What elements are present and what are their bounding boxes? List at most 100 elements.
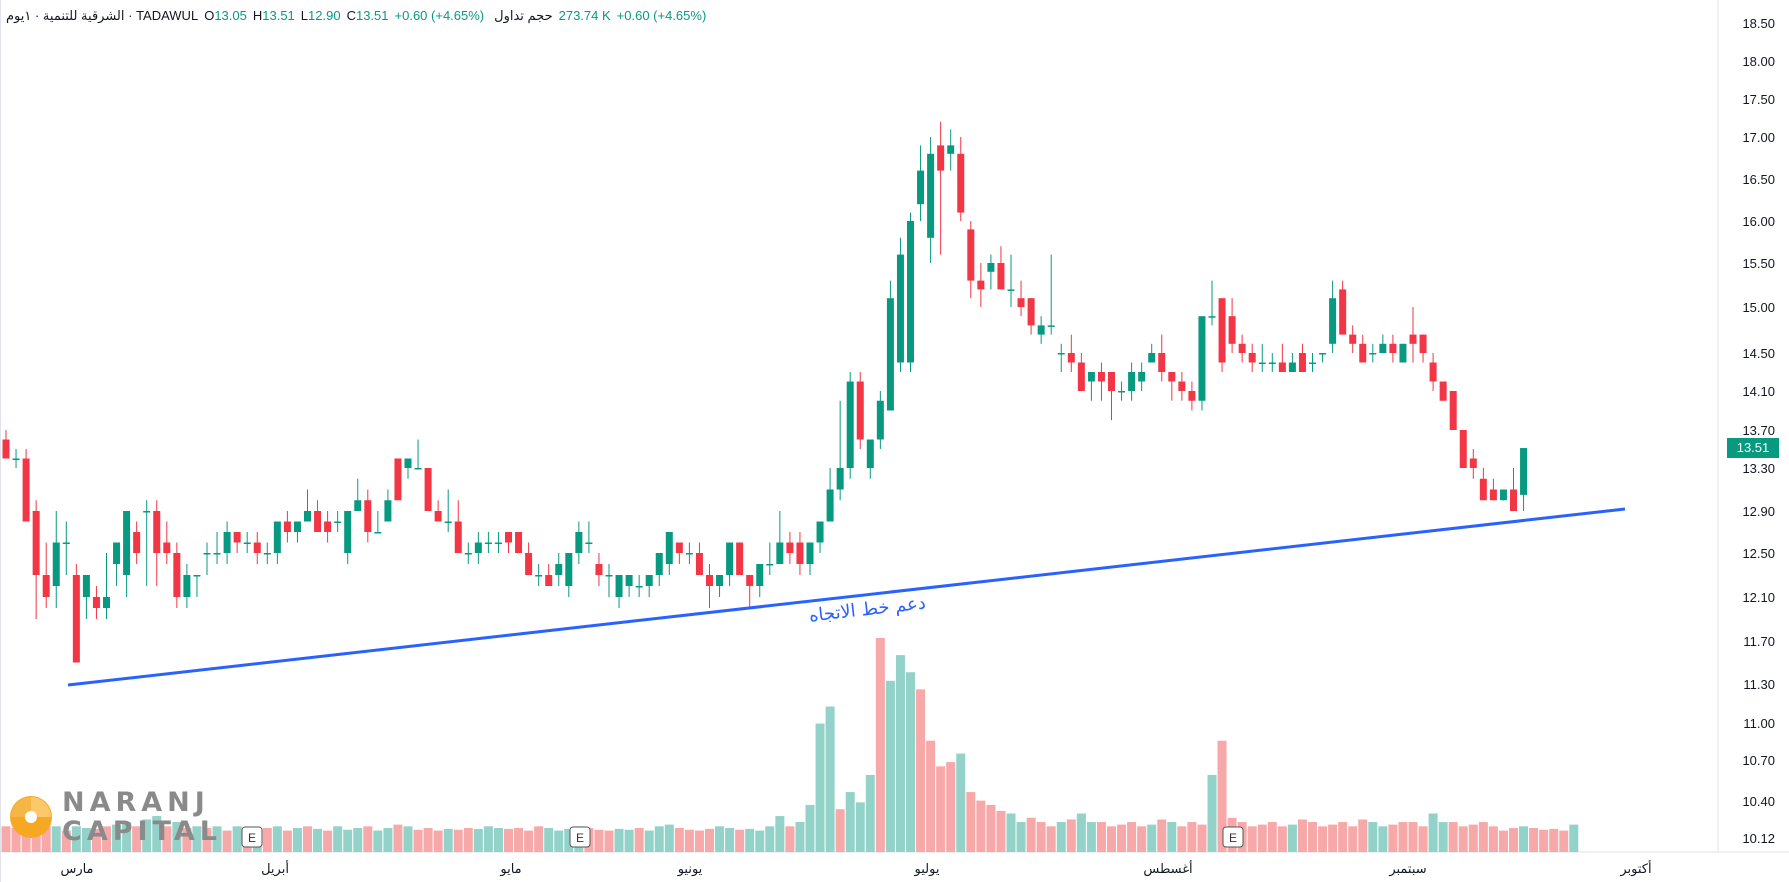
candle-body bbox=[1409, 334, 1417, 344]
candle-body bbox=[113, 542, 121, 564]
volume-bar bbox=[1388, 824, 1398, 852]
candle-body bbox=[1288, 362, 1296, 372]
candle-body bbox=[434, 511, 442, 522]
volume-bar bbox=[755, 830, 765, 852]
volume-bar bbox=[343, 829, 353, 852]
volume-bar bbox=[493, 828, 503, 852]
volume-bar bbox=[865, 774, 875, 852]
time-tick-label: سبتمبر bbox=[1388, 862, 1426, 877]
candle-body bbox=[1248, 353, 1256, 363]
candle-body bbox=[424, 468, 432, 511]
volume-bar bbox=[684, 829, 694, 852]
volume-bar bbox=[1267, 822, 1277, 852]
earnings-event-marker[interactable] bbox=[569, 826, 591, 848]
volume-bar bbox=[795, 822, 805, 852]
price-tick-label: 10.40 bbox=[1742, 794, 1775, 809]
volume-bar bbox=[1217, 740, 1227, 852]
volume-bar bbox=[463, 828, 473, 852]
volume-bar bbox=[1308, 822, 1317, 852]
candle-body bbox=[324, 521, 332, 532]
trendline[interactable] bbox=[67, 507, 1626, 687]
candle-body bbox=[685, 553, 693, 555]
candle-body bbox=[1198, 316, 1206, 401]
earnings-event-marker[interactable] bbox=[241, 826, 263, 848]
volume-bar bbox=[1408, 822, 1418, 852]
volume-bar bbox=[1247, 826, 1257, 852]
volume-bar bbox=[71, 826, 81, 852]
volume-bar bbox=[152, 816, 162, 852]
volume-bar bbox=[715, 826, 725, 852]
price-tick-label: 15.00 bbox=[1742, 300, 1775, 315]
earnings-event-label: E bbox=[576, 831, 584, 845]
volume-bar bbox=[825, 706, 835, 852]
candle-body bbox=[1359, 343, 1367, 363]
ohlc-high: H13.51 bbox=[252, 8, 295, 23]
price-axis[interactable]: 18.50 18.00 17.50 17.00 16.50 16.00 15.50 15.00… bbox=[1742, 16, 1775, 846]
volume-bar bbox=[433, 830, 443, 852]
price-tick-label: 12.90 bbox=[1742, 504, 1775, 519]
volume-bar bbox=[916, 689, 926, 852]
price-tick-label: 13.70 bbox=[1742, 423, 1775, 438]
volume-bar bbox=[1559, 830, 1569, 852]
volume-bar bbox=[1257, 824, 1267, 852]
price-tick-label: 17.00 bbox=[1742, 130, 1775, 145]
time-axis[interactable]: مارس أبريل مايو يونيو يوليو أغسطس سبتمبر أكتوبر bbox=[60, 860, 1651, 877]
volume-bar bbox=[634, 828, 644, 852]
volume-bar bbox=[1478, 822, 1488, 852]
candle-body bbox=[1278, 362, 1286, 372]
candle-body bbox=[1007, 289, 1015, 291]
candle-body bbox=[575, 532, 583, 553]
candle-body bbox=[153, 511, 161, 553]
volume-bar bbox=[976, 800, 986, 852]
volume-bar bbox=[1076, 813, 1086, 852]
volume-bar bbox=[1428, 813, 1438, 852]
volume-bar bbox=[81, 828, 91, 852]
earnings-event-marker[interactable] bbox=[1222, 826, 1244, 848]
candle-body bbox=[263, 553, 271, 555]
candle-body bbox=[635, 586, 643, 588]
candle-body bbox=[525, 553, 533, 575]
volume-bar bbox=[514, 828, 524, 852]
volume-bar bbox=[1519, 826, 1529, 852]
candle-body bbox=[836, 468, 844, 490]
candle-body bbox=[464, 553, 472, 555]
volume-bar bbox=[132, 826, 142, 852]
candle-body bbox=[1158, 353, 1166, 372]
volume-bar bbox=[534, 826, 544, 852]
volume-bar bbox=[966, 792, 976, 852]
candle-body bbox=[52, 542, 60, 586]
volume-bar bbox=[845, 792, 855, 852]
volume-bar bbox=[654, 826, 664, 852]
volume-bar bbox=[142, 819, 152, 852]
candle-body bbox=[675, 542, 683, 553]
price-tick-label: 18.50 bbox=[1742, 16, 1775, 31]
volume-bar bbox=[664, 824, 674, 852]
candle-body bbox=[736, 542, 744, 575]
candle-body bbox=[12, 458, 20, 460]
candle-body bbox=[1449, 391, 1457, 430]
candle-body bbox=[1097, 372, 1105, 382]
volume-bar bbox=[1569, 824, 1579, 852]
candle-body bbox=[1319, 353, 1327, 355]
volume-bar bbox=[554, 830, 564, 852]
volume-bar bbox=[815, 723, 825, 852]
candle-body bbox=[193, 575, 201, 577]
candle-body bbox=[414, 468, 422, 470]
price-tick-label: 16.50 bbox=[1742, 172, 1775, 187]
candle-body bbox=[404, 458, 412, 468]
candle-body bbox=[716, 575, 724, 586]
volume-bar bbox=[1197, 824, 1207, 852]
volume-bar bbox=[1006, 813, 1016, 852]
candle-body bbox=[2, 439, 10, 459]
volume-bar bbox=[1026, 817, 1036, 852]
volume-bar bbox=[192, 826, 202, 852]
candle-body bbox=[1118, 391, 1126, 393]
candle-body bbox=[515, 532, 523, 553]
candle-body bbox=[1087, 372, 1095, 382]
candle-body bbox=[1168, 372, 1176, 382]
candle-body bbox=[123, 511, 131, 575]
volume-bar bbox=[423, 828, 433, 852]
volume-bar bbox=[1458, 826, 1468, 852]
volume-bar bbox=[1398, 822, 1408, 852]
